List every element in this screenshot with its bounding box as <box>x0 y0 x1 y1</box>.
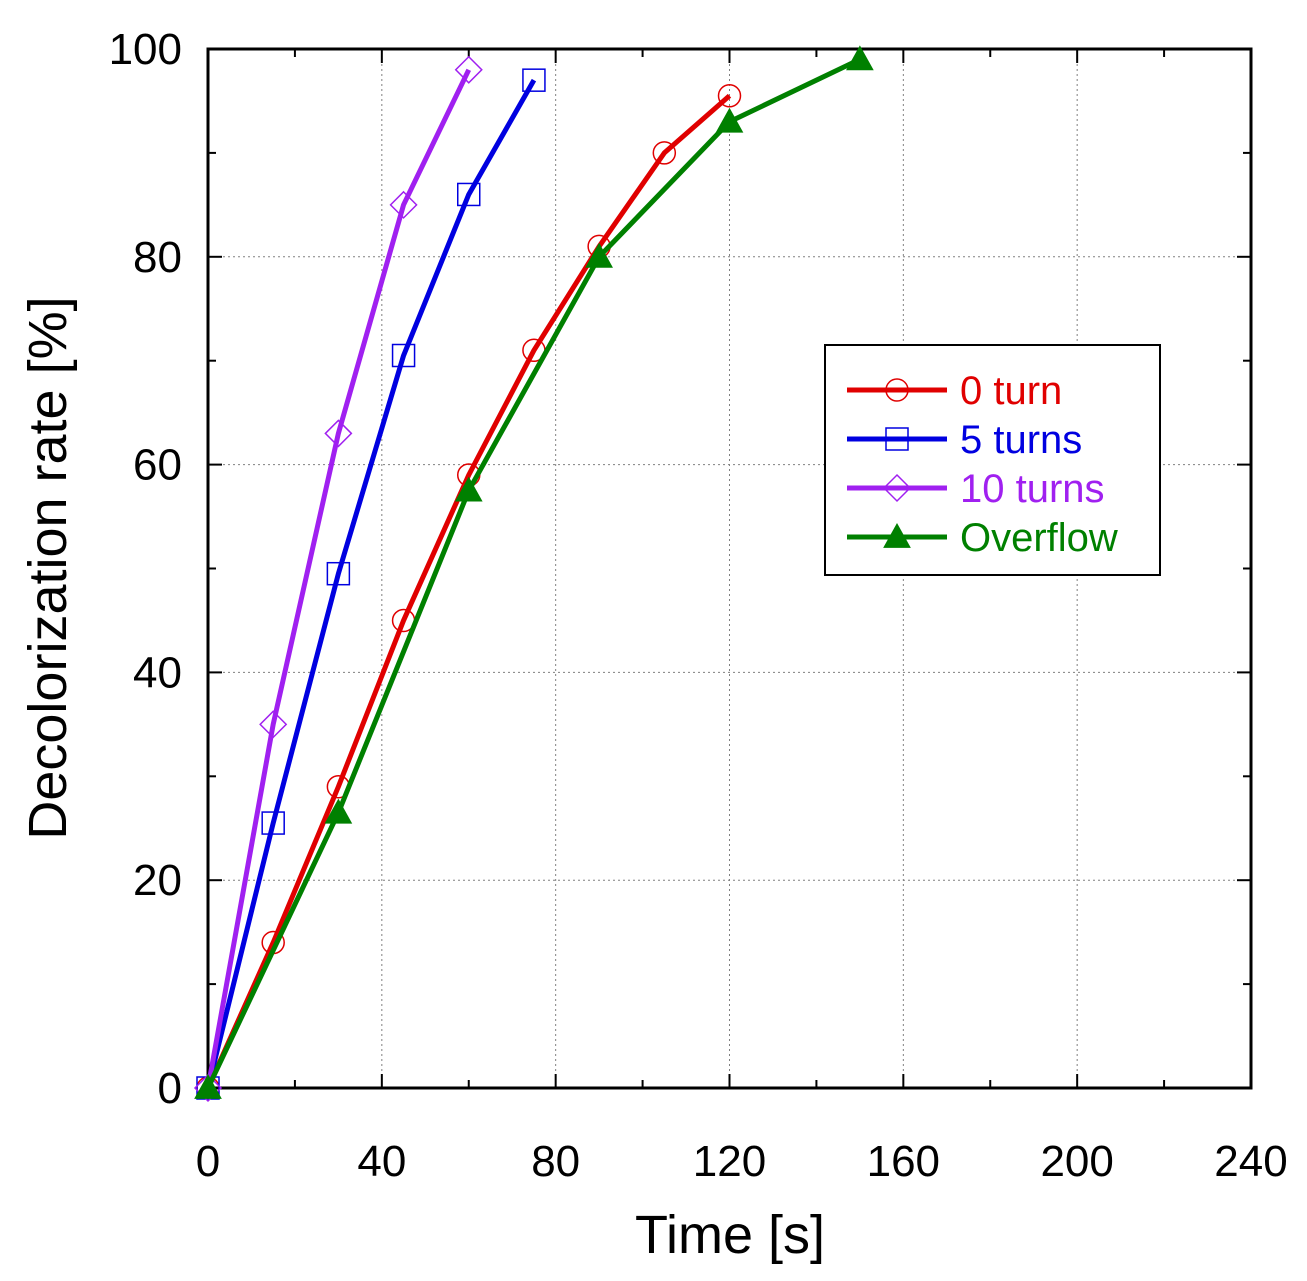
data-point-overflow <box>585 242 613 268</box>
data-point-10-turns <box>259 710 288 739</box>
series-overflow <box>194 45 874 1099</box>
y-axis-title: Decolorization rate [%] <box>18 296 78 839</box>
data-point-5-turns <box>391 343 416 368</box>
data-point-overflow <box>846 45 874 71</box>
y-tick-label: 0 <box>158 1064 182 1113</box>
data-point-0-turn <box>717 84 742 108</box>
series-10-turns <box>193 55 483 1103</box>
x-tick-label: 200 <box>1040 1137 1113 1186</box>
series-line-overflow <box>205 57 861 1090</box>
y-tick-label: 80 <box>133 233 182 282</box>
y-tick-label: 20 <box>133 856 182 905</box>
data-point-5-turns <box>326 561 351 586</box>
x-tick-label: 120 <box>693 1137 766 1186</box>
series-line-5-turns <box>205 78 537 1089</box>
series-line-10-turns <box>205 68 472 1089</box>
data-point-overflow <box>454 476 483 502</box>
x-tick-label: 160 <box>867 1137 940 1186</box>
series-5-turns <box>196 68 546 1100</box>
y-tick-label: 100 <box>109 25 182 74</box>
legend-marker-0-turn <box>885 378 909 402</box>
legend-item-10-turns: 10 turns <box>847 467 1105 511</box>
data-point-10-turns <box>324 419 353 448</box>
legend-item-overflow: Overflow <box>847 516 1118 560</box>
data-point-10-turns <box>454 55 483 84</box>
legend-label-0-turn: 0 turn <box>960 369 1062 413</box>
x-axis-title: Time [s] <box>635 1205 825 1265</box>
series-line-0-turn <box>205 93 732 1090</box>
data-point-5-turns <box>522 68 546 92</box>
y-tick-label: 60 <box>133 441 182 490</box>
y-tick-label: 40 <box>133 648 182 697</box>
x-tick-label: 80 <box>531 1137 580 1186</box>
legend-item-0-turn: 0 turn <box>847 369 1062 413</box>
axes: 0 40 80 120 160 200 240 0 20 40 60 80 100 <box>109 25 1288 1186</box>
grid <box>208 49 1251 1088</box>
series-0-turn <box>196 84 742 1100</box>
data-point-10-turns <box>389 190 418 219</box>
legend-marker-overflow <box>883 522 911 548</box>
legend-label-overflow: Overflow <box>960 516 1118 560</box>
legend-marker-10-turns <box>882 473 912 503</box>
data-point-overflow <box>715 107 744 133</box>
x-tick-label: 240 <box>1214 1137 1287 1186</box>
data-point-0-turn <box>652 141 677 165</box>
data-point-10-turns <box>193 1073 223 1103</box>
data-point-overflow <box>324 798 353 824</box>
data-point-overflow <box>194 1073 222 1099</box>
series-layer <box>193 45 874 1103</box>
legend-marker-5-turns <box>885 427 909 451</box>
data-point-5-turns <box>261 811 285 835</box>
legend-item-5-turns: 5 turns <box>847 418 1082 462</box>
x-tick-label: 40 <box>357 1137 406 1186</box>
data-point-5-turns <box>457 182 481 207</box>
x-tick-label: 0 <box>196 1137 220 1186</box>
legend-label-5-turns: 5 turns <box>960 418 1082 462</box>
legend: 0 turn 5 turns 10 turns Overflow <box>824 344 1161 576</box>
legend-label-10-turns: 10 turns <box>960 467 1105 511</box>
